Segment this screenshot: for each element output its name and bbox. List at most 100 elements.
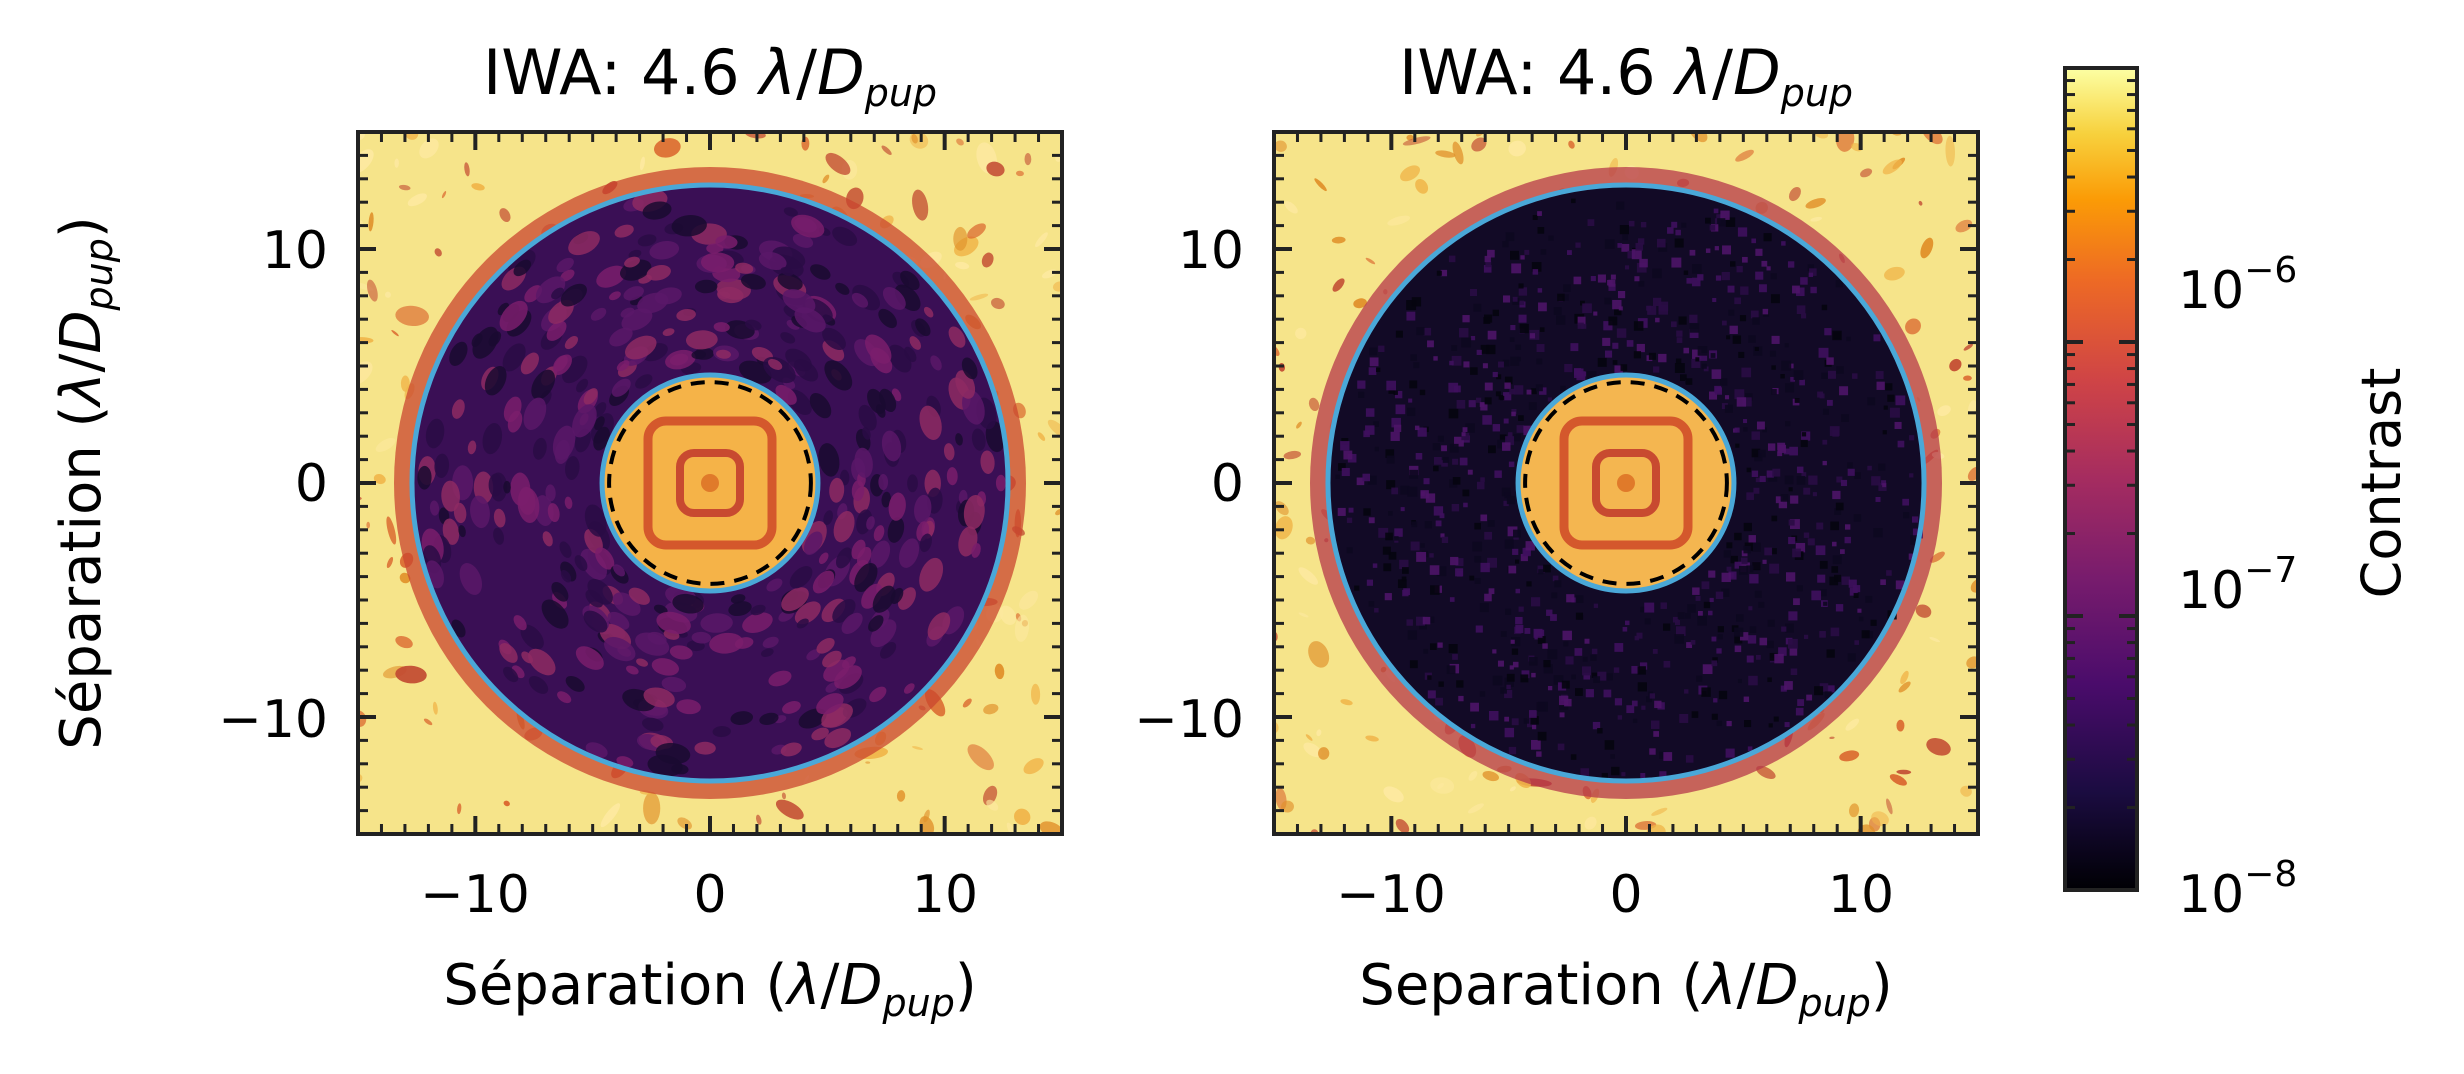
darkhole-speckle-mark [1429,643,1437,650]
darkhole-speckle-mark [798,708,827,729]
darkhole-speckle-mark [1395,404,1406,415]
colorbar: 10−6 10−7 10−8 Contrast [2063,66,2413,925]
speckle-mark [1314,178,1327,192]
darkhole-speckle-mark [616,360,630,372]
darkhole-speckle-mark [1649,693,1655,699]
darkhole-speckle-mark [1785,572,1796,582]
darkhole-speckle-mark [735,262,754,274]
darkhole-speckle-mark [1394,390,1403,399]
darkhole-speckle-mark [1781,241,1786,246]
darkhole-speckle-mark [1636,262,1647,273]
darkhole-speckle-mark [841,612,863,634]
darkhole-speckle-mark [484,365,507,396]
darkhole-speckle-mark [1515,344,1522,351]
speckle-mark [912,189,929,221]
darkhole-speckle-mark [1513,385,1524,395]
darkhole-speckle-mark [1637,666,1646,675]
darkhole-speckle-mark [1433,356,1438,361]
darkhole-speckle-mark [1507,526,1518,537]
darkhole-speckle-mark [907,474,918,493]
darkhole-speckle-mark [1374,608,1379,613]
darkhole-speckle-mark [759,712,779,726]
darkhole-speckle-mark [1593,603,1599,608]
darkhole-speckle-mark [1582,666,1592,676]
darkhole-speckle-mark [816,638,835,654]
darkhole-speckle-mark [635,632,670,656]
darkhole-speckle-mark [1712,657,1718,663]
darkhole-speckle-mark [1531,725,1537,730]
darkhole-speckle-mark [1487,519,1495,527]
darkhole-speckle-mark [1340,441,1350,451]
darkhole-speckle-mark [451,399,465,419]
darkhole-speckle-mark [1492,649,1497,654]
darkhole-speckle-mark [1734,627,1744,637]
speckle-mark [358,149,374,174]
darkhole-speckle-mark [1550,614,1557,621]
darkhole-speckle-mark [1853,514,1862,522]
heatmap-left-core-pattern [643,416,777,550]
speckle-mark [1918,200,1923,206]
darkhole-speckle-mark [1508,461,1515,468]
darkhole-speckle-mark [1800,277,1808,285]
darkhole-speckle-mark [1439,513,1445,519]
darkhole-speckle-mark [887,517,905,543]
darkhole-speckle-mark [1696,675,1703,682]
darkhole-speckle-mark [1502,359,1510,367]
speckle-mark [1037,432,1046,441]
darkhole-speckle-mark [1610,274,1616,280]
darkhole-speckle-mark [441,480,460,512]
darkhole-speckle-mark [1746,467,1752,473]
darkhole-speckle-mark [1653,731,1660,737]
darkhole-speckle-mark [1789,519,1800,530]
darkhole-speckle-mark [1811,590,1822,601]
darkhole-speckle-mark [870,540,891,568]
darkhole-speckle-mark [1532,214,1538,221]
darkhole-speckle-mark [1736,614,1744,622]
darkhole-speckle-mark [1650,720,1660,729]
darkhole-speckle-mark [1712,297,1717,303]
darkhole-speckle-mark [1531,739,1541,750]
darkhole-speckle-mark [1449,597,1455,602]
darkhole-speckle-mark [823,510,834,525]
darkhole-speckle-mark [824,728,852,749]
darkhole-speckle-mark [768,358,783,370]
darkhole-speckle-mark [1721,572,1731,583]
darkhole-speckle-mark [1784,623,1794,633]
darkhole-speckle-mark [1518,283,1524,289]
darkhole-speckle-mark [1515,588,1521,594]
darkhole-speckle-mark [1675,626,1686,636]
darkhole-speckle-mark [1449,443,1459,453]
speckle-mark [1365,257,1376,265]
axis-ticks-right [1274,132,1978,834]
colorbar-tick-1e-8: 10−8 [2178,854,2297,925]
darkhole-speckle-mark [1845,524,1851,530]
darkhole-speckle-mark [963,494,985,530]
speckle-mark [499,208,511,222]
darkhole-speckle-mark [1701,691,1707,696]
darkhole-speckle-mark [1847,653,1856,662]
darkhole-speckle-mark [1740,557,1748,565]
speckle-mark [986,799,999,811]
speckle-mark [1331,236,1346,244]
darkhole-speckle-mark [1386,480,1396,490]
darkhole-speckle-mark [1847,462,1853,469]
darkhole-speckle-mark [1455,568,1464,577]
outer-ring-right [1325,182,1927,784]
darkhole-speckle-mark [671,215,707,237]
darkhole-speckle-mark [1641,705,1646,710]
darkhole-speckle-mark [1889,407,1900,418]
speckle-mark [1898,681,1911,693]
darkhole-speckle-mark [782,289,816,314]
darkhole-speckle-mark [1818,347,1829,358]
darkhole-speckle-mark [835,282,850,295]
darkhole-speckle-mark [1826,399,1833,406]
darkhole-speckle-mark [1741,367,1752,378]
darkhole-speckle-mark [1734,532,1742,541]
darkhole-speckle-mark [851,539,866,560]
speckle-mark [419,138,439,159]
darkhole-speckle-mark [1663,660,1671,668]
darkhole-speckle-mark [1533,628,1543,638]
colorbar-label: Contrast [2350,368,2413,599]
panel-left-title: IWA: 4.6 λ/Dpup [483,36,937,115]
darkhole-speckle-mark [1612,342,1619,349]
